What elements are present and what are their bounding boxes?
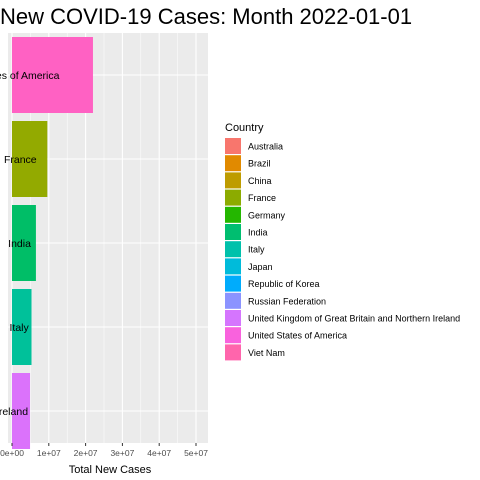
legend-key (225, 172, 241, 189)
legend-label: Japan (248, 262, 273, 272)
x-tick-label: 5e+07 (184, 448, 208, 458)
legend-label: United Kingdom of Great Britain and Nort… (248, 314, 460, 324)
bar (12, 37, 93, 113)
legend-label: United States of America (248, 331, 347, 341)
legend-key (225, 258, 241, 275)
legend-label: France (248, 193, 276, 203)
legend-label: India (248, 228, 268, 238)
legend-label: Italy (248, 245, 265, 255)
chart-title: New COVID-19 Cases: Month 2022-01-01 (0, 4, 412, 29)
legend-key (225, 206, 241, 223)
bar (12, 373, 31, 449)
legend-title: Country (225, 122, 264, 134)
legend-key (225, 189, 241, 206)
x-tick-label: 4e+07 (147, 448, 171, 458)
x-tick-label: 2e+07 (74, 448, 98, 458)
legend-key (225, 344, 241, 361)
bar-labels-group: United States of America France India Italy… (0, 70, 60, 418)
x-tick-label: 1e+07 (37, 448, 61, 458)
bar-label: United Kingdom of Great Britain and Nort… (0, 406, 28, 418)
legend-label: Germany (248, 210, 286, 220)
legend-label: Russian Federation (248, 296, 326, 306)
bars-group (12, 37, 93, 449)
legend: Country Australia Brazil China France German… (225, 122, 460, 361)
legend-key (225, 327, 241, 344)
legend-key (225, 224, 241, 240)
legend-items: Australia Brazil China France Germany India It… (225, 138, 460, 361)
x-axis: 0e+00 1e+07 2e+07 3e+07 4e+07 5e+07 (0, 443, 208, 458)
bar-label: France (4, 154, 37, 166)
legend-label: China (248, 176, 272, 186)
legend-label: Brazil (248, 159, 271, 169)
legend-key (225, 292, 241, 309)
legend-key (225, 155, 241, 172)
legend-label: Australia (248, 142, 283, 152)
legend-key (225, 275, 241, 292)
bar-label: Italy (9, 322, 29, 334)
bar (12, 121, 48, 197)
x-tick-label: 3e+07 (110, 448, 134, 458)
legend-key (225, 310, 241, 326)
legend-label: Republic of Korea (248, 279, 320, 289)
legend-key (225, 241, 241, 258)
legend-label: Viet Nam (248, 348, 285, 358)
bar (12, 289, 32, 365)
x-axis-title: Total New Cases (69, 464, 152, 476)
x-tick-label: 0e+00 (0, 448, 24, 458)
bar (12, 205, 36, 281)
bar-label: India (8, 238, 31, 250)
legend-key (225, 138, 241, 154)
bar-label: United States of America (0, 70, 60, 82)
